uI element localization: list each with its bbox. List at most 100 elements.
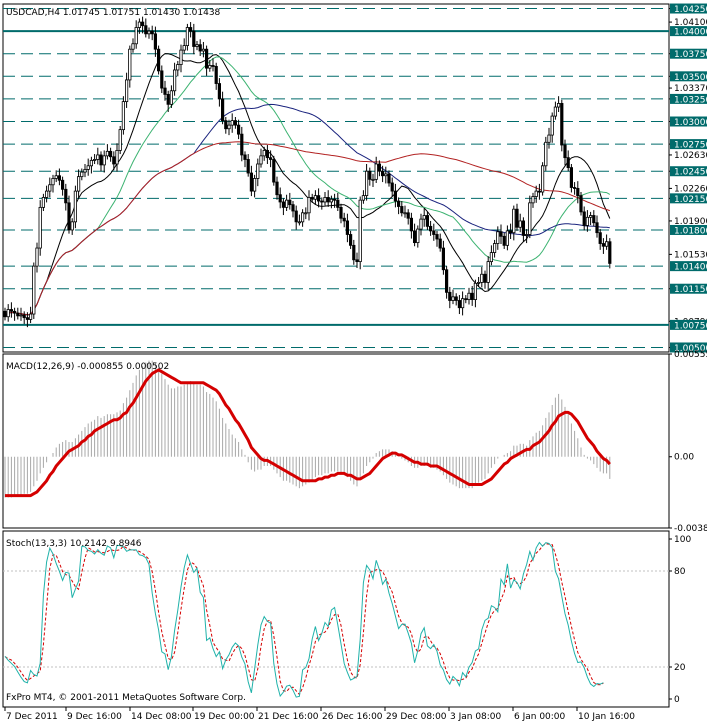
candle-body: [460, 298, 465, 309]
price-panel: 1.04250 1.04100 1.03750 1.035001.033701.032…: [2, 3, 707, 354]
time-label: 9 Dec 16:00: [67, 712, 122, 722]
copyright-notice: FxPro MT4, © 2001-2011 MetaQuotes Softwa…: [6, 693, 246, 703]
candle-body: [566, 157, 570, 169]
candle-body: [537, 190, 542, 193]
candle-body: [102, 155, 106, 166]
candle-body: [432, 230, 436, 235]
candle-body: [454, 296, 458, 301]
candle-body: [204, 48, 209, 69]
stochastic-panel: 100 80 20 0 Stoch(13,3,3) 10.2142 9.8946 Fx…: [2, 530, 691, 708]
candle-body: [316, 195, 321, 202]
candle-body: [131, 43, 135, 50]
level-label: 1.02750: [674, 141, 707, 151]
candle-body: [534, 190, 538, 197]
level-label-box: [670, 261, 707, 272]
candle-body: [598, 232, 602, 244]
candle-body: [45, 190, 49, 198]
candle-body: [393, 190, 398, 202]
price-chart-title: USDCAD,H4 1.01745 1.01751 1.01430 1.0143…: [6, 8, 221, 18]
candle-body: [144, 25, 148, 35]
stochastic-levels: [3, 570, 669, 668]
moving-averages: [4, 53, 611, 318]
candle-body: [73, 190, 77, 223]
candle-body: [153, 33, 157, 50]
candle-body: [352, 244, 356, 261]
level-label-box: [670, 48, 707, 59]
level-label-box: [670, 319, 707, 330]
candle-body: [544, 141, 548, 167]
candle-body: [249, 172, 253, 192]
time-label: 3 Jan 08:00: [450, 712, 502, 722]
candle-body: [265, 150, 270, 159]
stochastic-axis: 100 80 20 0: [669, 535, 691, 705]
candle-body: [300, 212, 305, 223]
candle-body: [310, 197, 314, 200]
candle-body: [220, 98, 225, 122]
candle-body: [256, 163, 260, 179]
candle-body: [441, 247, 446, 271]
candle-body: [502, 235, 506, 246]
candle-body: [54, 175, 58, 179]
level-label-box: [670, 26, 707, 37]
candle-body: [585, 216, 590, 226]
candle-body: [518, 220, 522, 228]
candle-body: [601, 243, 606, 247]
time-label: 10 Jan 16:00: [578, 712, 635, 722]
candle-body: [198, 44, 202, 52]
candle-body: [576, 187, 580, 197]
candle-body: [230, 120, 234, 126]
candle-body: [32, 265, 36, 315]
candle-body: [364, 170, 369, 197]
candle-body: [409, 217, 414, 232]
candle-body: [163, 87, 167, 95]
candle-body: [489, 252, 494, 263]
level-label-box: [670, 342, 707, 353]
candle-body: [240, 133, 244, 156]
time-axis: 7 Dec 2011 9 Dec 16:00 14 Dec 08:00 19 Dec …: [4, 707, 635, 722]
level-label: 1.02450: [674, 168, 707, 178]
candle-body: [374, 163, 378, 180]
candle-body: [278, 194, 282, 203]
candle-body: [188, 27, 193, 32]
level-label: 1.03500: [674, 73, 707, 83]
level-label: 1.04250: [674, 5, 707, 15]
candle-body: [156, 48, 161, 72]
candle-body: [48, 184, 52, 192]
candle-body: [435, 234, 439, 240]
candle-body: [508, 230, 513, 234]
stochastic-main-line: [4, 541, 604, 698]
candle-body: [77, 176, 81, 192]
price-tick-label: 1.01530: [674, 250, 707, 260]
candle-body: [214, 65, 218, 84]
candle-body: [12, 310, 17, 314]
candle-body: [422, 215, 426, 220]
price-tick-label: 1.02260: [674, 184, 707, 194]
candle-body: [416, 228, 420, 244]
candle-body: [227, 124, 231, 130]
candle-body: [9, 309, 13, 312]
level-label: 1.00750: [674, 321, 707, 331]
candle-body: [281, 201, 286, 208]
candle-body: [268, 157, 273, 160]
candle-body: [19, 314, 23, 317]
candle-body: [579, 195, 583, 213]
candle-body: [57, 175, 62, 181]
candle-body: [332, 198, 337, 201]
level-label-box: [670, 93, 707, 104]
candle-body: [259, 155, 263, 165]
candle-body: [83, 169, 87, 173]
candle-body: [387, 173, 391, 184]
candle-body: [438, 238, 442, 249]
candle-body: [448, 291, 452, 301]
level-label: 1.02150: [674, 195, 707, 205]
candle-body: [384, 173, 388, 177]
candle-body: [134, 27, 138, 45]
candle-body: [605, 241, 609, 247]
candle-body: [464, 298, 468, 301]
candle-body: [169, 90, 173, 105]
candle-body: [368, 170, 372, 180]
candle-body: [93, 159, 97, 161]
candle-body: [99, 154, 103, 166]
candle-body: [233, 120, 237, 126]
